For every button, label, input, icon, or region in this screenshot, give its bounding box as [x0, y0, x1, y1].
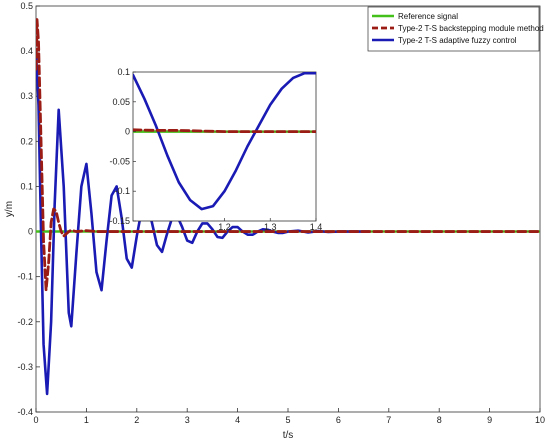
inset-y-tick-label: 0.1 — [117, 67, 130, 77]
x-tick-label: 5 — [285, 415, 290, 425]
inset-adaptive-fuzzy-line — [133, 72, 316, 211]
legend-entry-label: Type-2 T-S backstepping module method — [398, 24, 544, 33]
inset-y-tick-label: -0.15 — [109, 216, 130, 226]
legend-entry-label: Type-2 T-S adaptive fuzzy control — [398, 36, 517, 45]
y-tick-label: -0.3 — [17, 362, 33, 372]
x-tick-label: 2 — [134, 415, 139, 425]
y-tick-label: -0.2 — [17, 317, 33, 327]
inset-x-tick-label: 1.4 — [310, 222, 323, 232]
x-tick-label: 4 — [235, 415, 240, 425]
x-tick-label: 6 — [336, 415, 341, 425]
y-tick-label: 0.5 — [20, 1, 33, 11]
inset-y-tick-label: -0.05 — [109, 156, 130, 166]
y-tick-label: 0 — [28, 227, 33, 237]
x-tick-label: 1 — [84, 415, 89, 425]
main-backstepping-line — [36, 18, 540, 292]
legend-entry-label: Reference signal — [398, 12, 458, 21]
y-tick-label: 0.3 — [20, 91, 33, 101]
x-tick-label: 10 — [535, 415, 545, 425]
x-tick-label: 7 — [386, 415, 391, 425]
main-axes: 0 1 2 3 4 5 6 7 8 9 10 -0.4 -0.3 -0.2 -0.1 0 0.1 0.2 0.3 0.… — [17, 1, 545, 425]
y-tick-label: 0.2 — [20, 136, 33, 146]
y-axis-label: y/m — [4, 201, 15, 217]
inset-axes: 1.2 1.3 1.4 -0.15 -0.1 -0.05 0 0.05 0.1 — [109, 67, 322, 232]
x-tick-label: 9 — [487, 415, 492, 425]
x-axis-label: t/s — [283, 430, 294, 441]
inset-y-tick-label: 0.05 — [112, 97, 130, 107]
y-tick-label: 0.1 — [20, 181, 33, 191]
legend: Reference signal Type-2 T-S backstepping … — [367, 6, 544, 52]
x-tick-label: 3 — [185, 415, 190, 425]
x-tick-label: 8 — [437, 415, 442, 425]
inset-y-tick-label: 0 — [125, 127, 130, 137]
legend-box — [367, 6, 540, 52]
y-tick-label: -0.1 — [17, 272, 33, 282]
inset-frame — [132, 71, 317, 222]
inset-y-tick-label: -0.1 — [114, 186, 130, 196]
x-tick-label: 0 — [33, 415, 38, 425]
inset-x-tick-label: 1.3 — [264, 222, 277, 232]
inset-backstepping-line — [133, 128, 316, 134]
y-tick-label: 0.4 — [20, 46, 33, 56]
y-tick-label: -0.4 — [17, 407, 33, 417]
inset-x-tick-label: 1.2 — [218, 222, 231, 232]
